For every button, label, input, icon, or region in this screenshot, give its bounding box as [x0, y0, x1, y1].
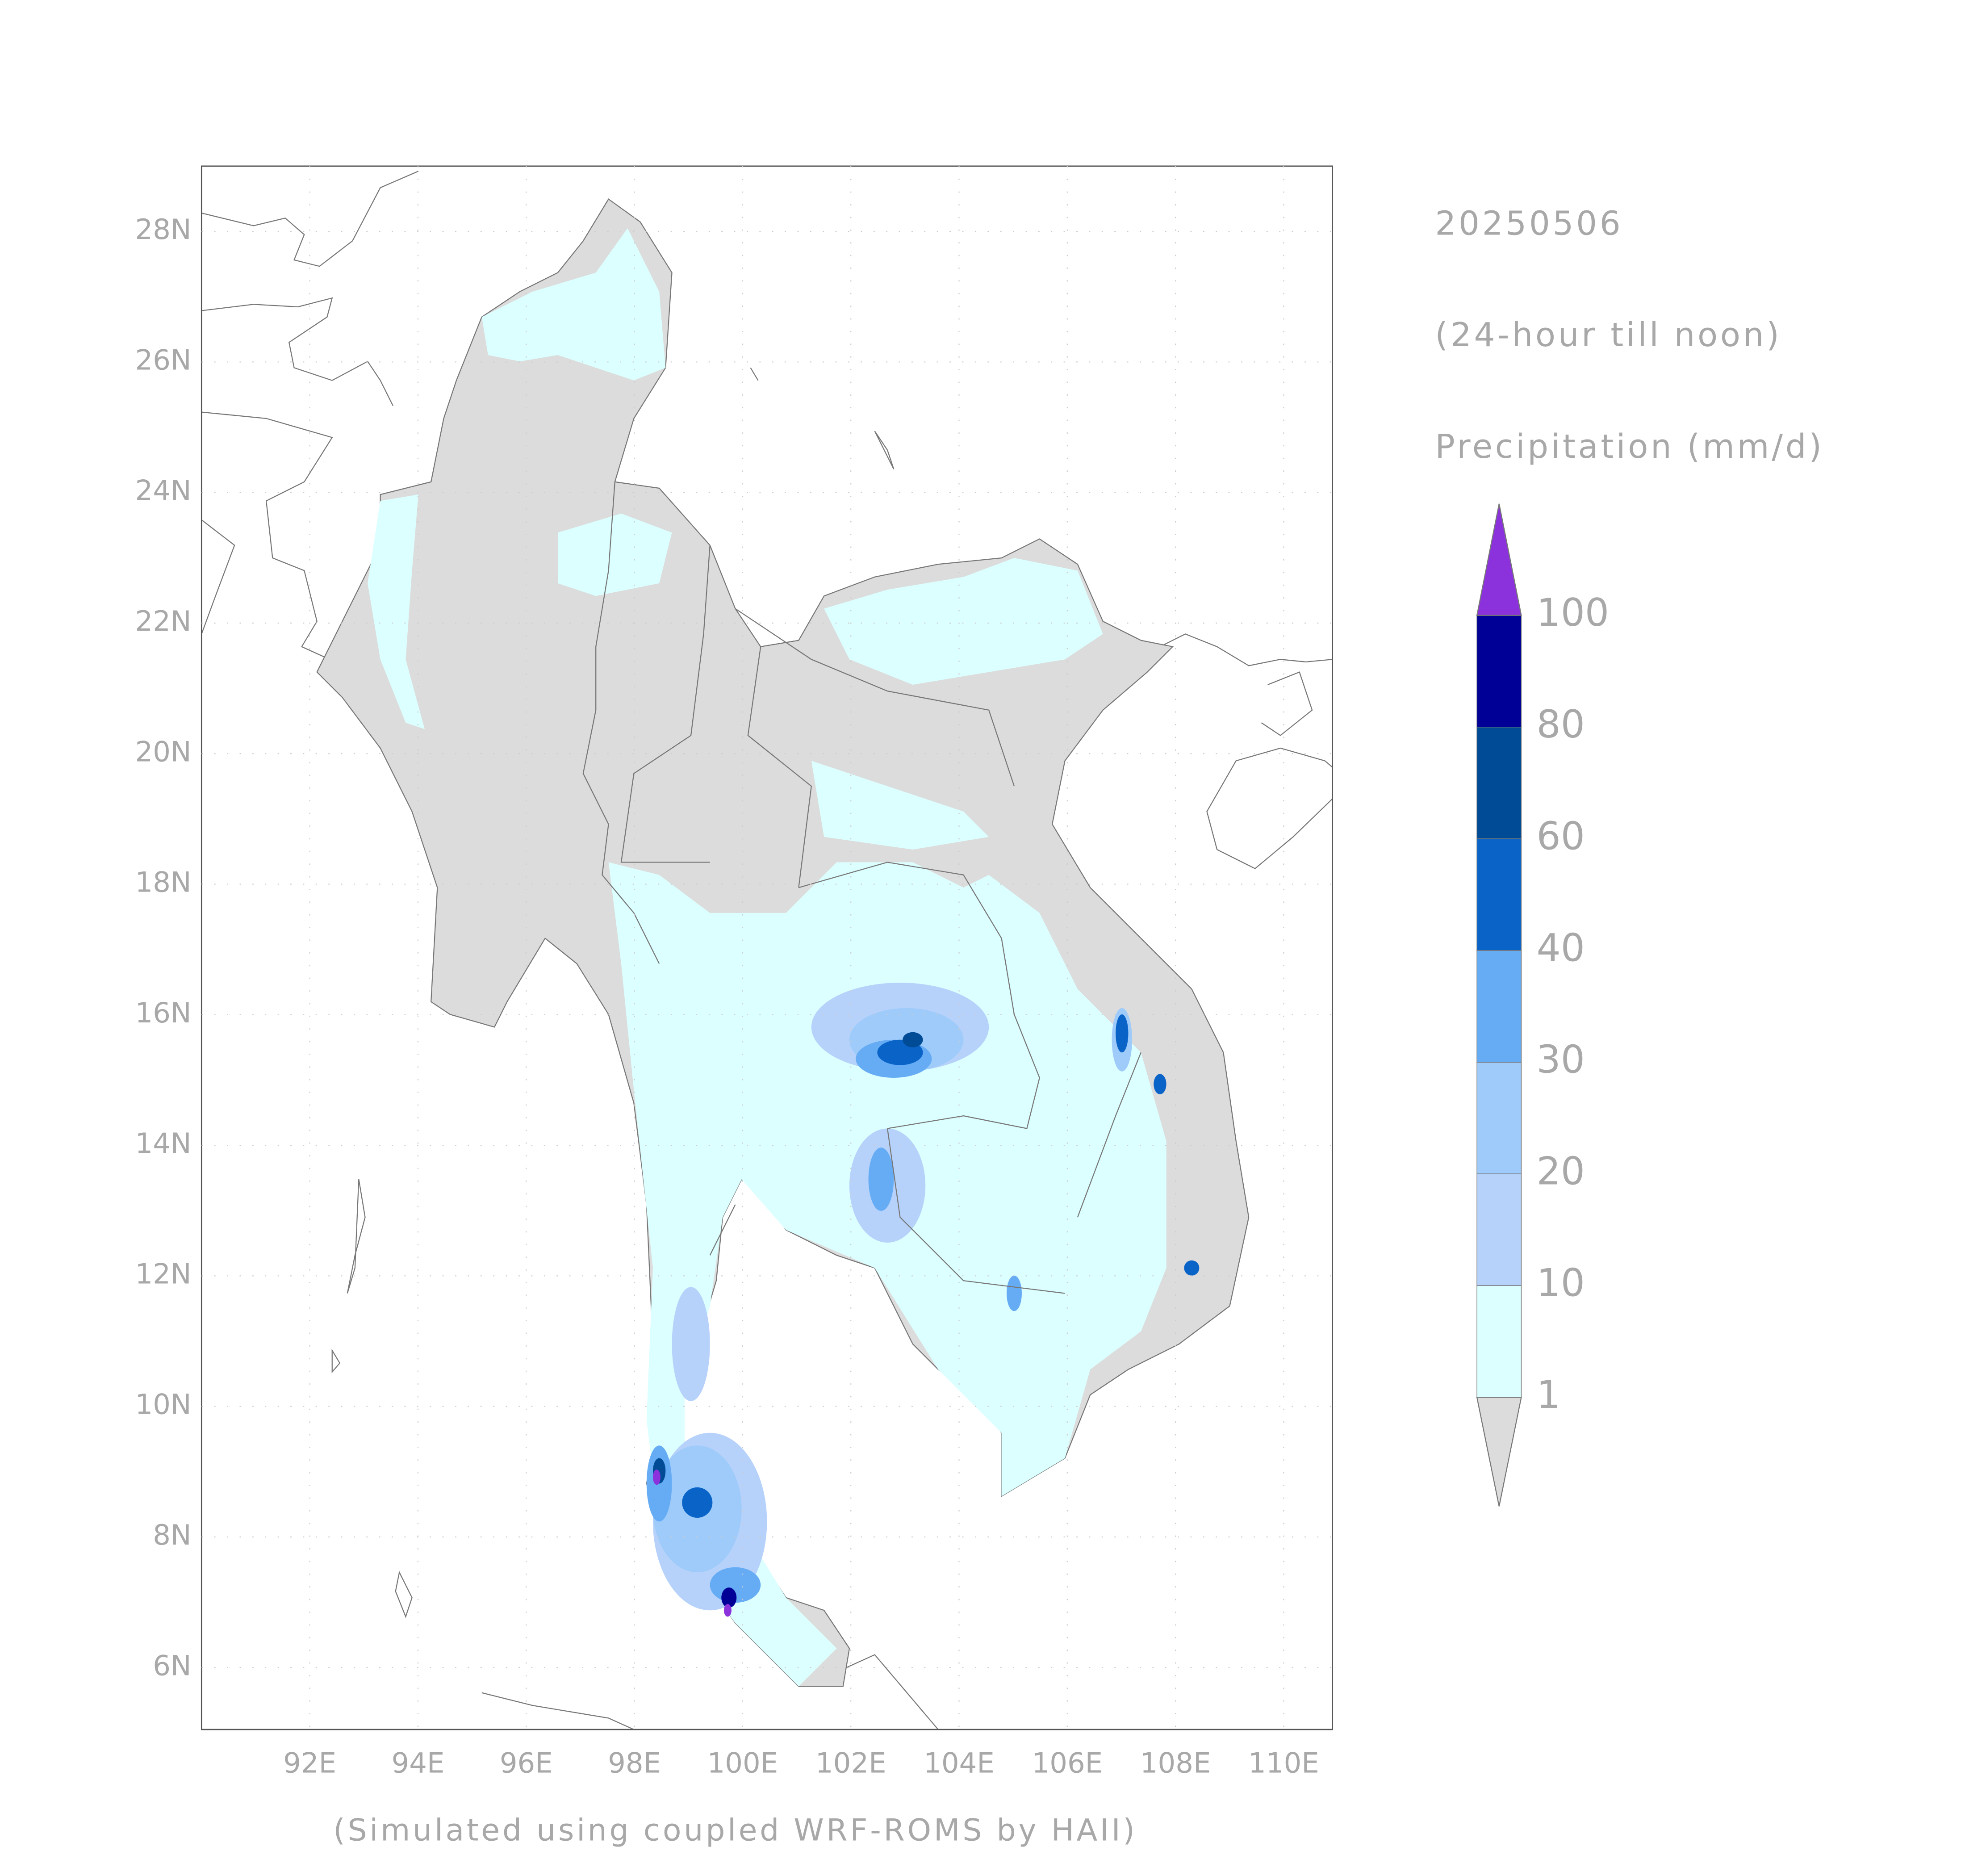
- map-layers: [201, 171, 1333, 1730]
- rain-area: [868, 1147, 894, 1211]
- colorbar-label: 80: [1537, 703, 1585, 747]
- map-frame: [201, 165, 1333, 1730]
- colorbar-bin: [1476, 615, 1522, 728]
- colorbar-bin: [1476, 950, 1522, 1063]
- colorbar-label: 30: [1537, 1038, 1585, 1082]
- rain-area: [682, 1487, 713, 1518]
- y-tick-label: 10N: [135, 1388, 191, 1421]
- colorbar-bin: [1476, 1062, 1522, 1174]
- x-tick-label: 108E: [1140, 1747, 1211, 1780]
- rain-area: [903, 1032, 923, 1047]
- x-tick-label: 106E: [1032, 1747, 1103, 1780]
- y-tick-label: 28N: [135, 213, 191, 246]
- y-tick-label: 24N: [135, 474, 191, 507]
- colorbar: 1 10 20 30 40 60 80 100: [1476, 503, 1610, 1507]
- x-tick-label: 92E: [283, 1747, 336, 1780]
- colorbar-bin: [1476, 727, 1522, 839]
- rain-area: [721, 1587, 737, 1608]
- x-tick-label: 100E: [707, 1747, 778, 1780]
- rain-area: [608, 862, 1166, 1687]
- colorbar-label: 20: [1537, 1150, 1585, 1194]
- rain-area: [723, 1604, 732, 1617]
- colorbar-label: 40: [1537, 926, 1585, 970]
- x-tick-label: 104E: [924, 1747, 995, 1780]
- period-label: (24-hour till noon): [1435, 316, 1781, 354]
- y-tick-label: 12N: [135, 1257, 191, 1290]
- rain-area: [1006, 1275, 1022, 1311]
- date-label: 20250506: [1435, 204, 1623, 243]
- colorbar-bin: [1476, 838, 1522, 951]
- rain-area: [1116, 1014, 1129, 1053]
- rain-area: [1154, 1074, 1166, 1094]
- x-tick-label: 110E: [1248, 1747, 1319, 1780]
- y-tick-label: 20N: [135, 735, 191, 768]
- colorbar-label: 1: [1537, 1373, 1561, 1417]
- colorbar-label: 100: [1537, 591, 1610, 635]
- y-tick-label: 22N: [135, 605, 191, 637]
- y-tick-label: 26N: [135, 343, 191, 376]
- y-tick-label: 6N: [153, 1649, 191, 1682]
- colorbar-bin: [1476, 1285, 1522, 1398]
- y-tick-label: 14N: [135, 1127, 191, 1160]
- y-tick-label: 16N: [135, 997, 191, 1029]
- x-tick-label: 96E: [500, 1747, 553, 1780]
- x-tick-label: 102E: [815, 1747, 886, 1780]
- colorbar-label: 60: [1537, 814, 1585, 858]
- colorbar-label: 10: [1537, 1261, 1585, 1306]
- x-tick-label: 98E: [608, 1747, 661, 1780]
- colorbar-bin: [1476, 1173, 1522, 1286]
- rain-area: [652, 1470, 661, 1485]
- y-tick-label: 8N: [153, 1519, 191, 1551]
- x-tick-label: 94E: [392, 1747, 445, 1780]
- axes: 92E 94E 96E 98E 100E 102E 104E 106E 108E 110E 6N 8N…: [135, 166, 1333, 1780]
- rain-area: [672, 1287, 710, 1401]
- y-tick-label: 18N: [135, 866, 191, 899]
- rain-area: [1184, 1260, 1200, 1276]
- credit: (Simulated using coupled WRF-ROMS by HAI…: [333, 1813, 1137, 1848]
- island: [331, 367, 895, 1618]
- variable-label: Precipitation (mm/d): [1435, 427, 1824, 466]
